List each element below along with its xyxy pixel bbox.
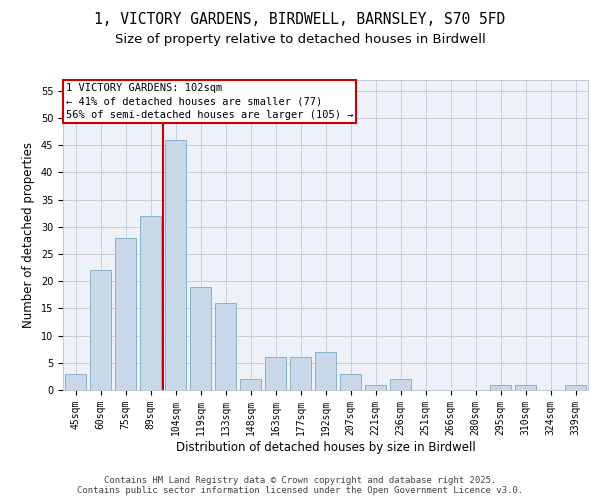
Bar: [515, 384, 536, 390]
Bar: [490, 384, 511, 390]
Bar: [190, 286, 211, 390]
Text: Size of property relative to detached houses in Birdwell: Size of property relative to detached ho…: [115, 32, 485, 46]
Bar: [90, 270, 111, 390]
Bar: [315, 352, 336, 390]
Bar: [165, 140, 186, 390]
Text: 1 VICTORY GARDENS: 102sqm
← 41% of detached houses are smaller (77)
56% of semi-: 1 VICTORY GARDENS: 102sqm ← 41% of detac…: [65, 83, 353, 120]
Bar: [390, 379, 411, 390]
Bar: [565, 384, 586, 390]
Y-axis label: Number of detached properties: Number of detached properties: [22, 142, 35, 328]
Bar: [140, 216, 161, 390]
Text: Contains HM Land Registry data © Crown copyright and database right 2025.
Contai: Contains HM Land Registry data © Crown c…: [77, 476, 523, 495]
Bar: [240, 379, 261, 390]
Bar: [215, 303, 236, 390]
Bar: [365, 384, 386, 390]
Bar: [65, 374, 86, 390]
Bar: [115, 238, 136, 390]
Text: 1, VICTORY GARDENS, BIRDWELL, BARNSLEY, S70 5FD: 1, VICTORY GARDENS, BIRDWELL, BARNSLEY, …: [94, 12, 506, 28]
Bar: [265, 358, 286, 390]
X-axis label: Distribution of detached houses by size in Birdwell: Distribution of detached houses by size …: [176, 440, 475, 454]
Bar: [340, 374, 361, 390]
Bar: [290, 358, 311, 390]
